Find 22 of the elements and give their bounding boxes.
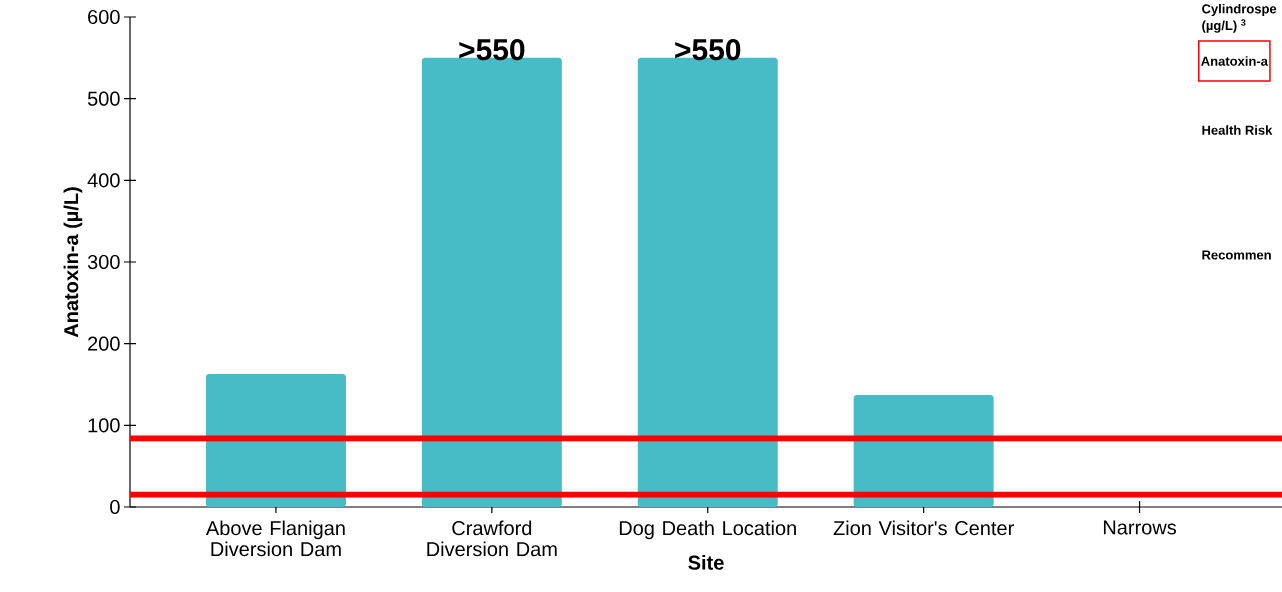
bar [205, 373, 346, 507]
y-tick-label: 0 [110, 499, 120, 515]
data-label: >550 [459, 39, 525, 61]
annotation: (µg/L) $^{3}$ [1202, 19, 1246, 33]
annotation: Recommen [1202, 250, 1271, 260]
x-tick-label: Above Flanigan Diversion Dam [205, 520, 345, 557]
annotation: Anatoxin-a [1201, 56, 1269, 66]
x-tick-label: Dog Death Location [619, 520, 796, 540]
y-tick-label: 600 [88, 9, 120, 25]
x-tick-label: Narrows [1103, 520, 1177, 535]
text: Cylindrospe [1202, 3, 1277, 17]
y-tick-label: 500 [87, 91, 120, 106]
x-axis-title: Site [688, 555, 724, 570]
x-tick-label: Crawford Diversion Dam [427, 520, 557, 557]
annotation: Health Risk [1202, 125, 1273, 135]
y-tick-label: 400 [87, 173, 120, 188]
y-tick-label: 300 [87, 254, 120, 270]
y-tick-label: 200 [88, 336, 120, 351]
x-tick-label: Zion Visitor's Center [833, 520, 1014, 536]
data-label: >550 [675, 39, 741, 61]
y-axis-title: Anatoxin-a (µ/L) [63, 187, 83, 338]
y-tick-label: 100 [88, 418, 120, 433]
